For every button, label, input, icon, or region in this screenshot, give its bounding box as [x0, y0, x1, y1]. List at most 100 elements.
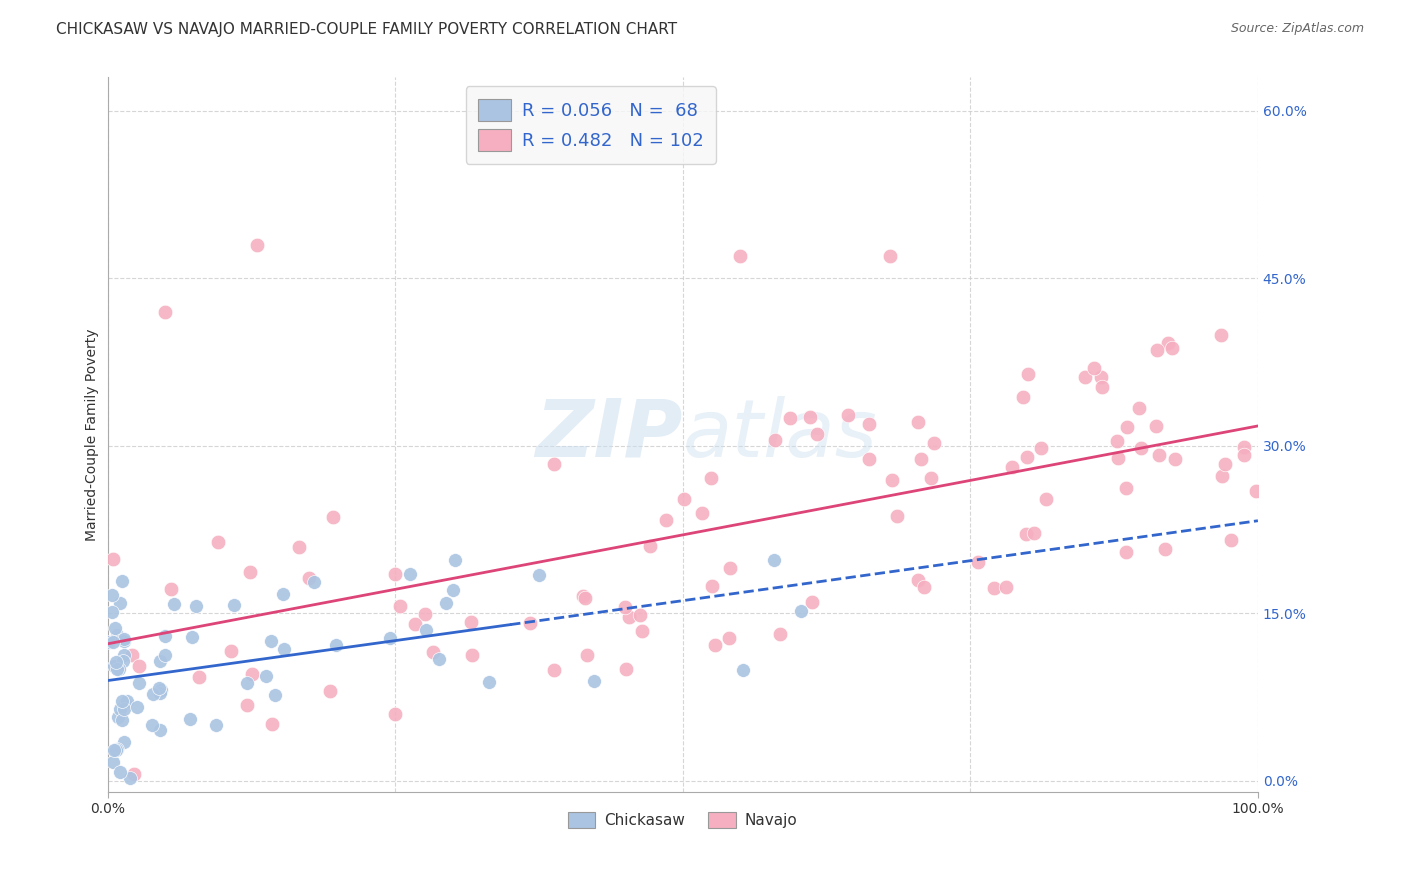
Point [572, 589, 595, 603]
Point [288, 540, 311, 554]
Point [112, 702, 135, 716]
Point [1035, 492, 1057, 507]
Point [111, 713, 134, 727]
Point [153, 305, 176, 319]
Point [907, 415, 929, 429]
Point [614, 600, 637, 615]
Point [1233, 448, 1256, 462]
Point [104, 655, 127, 669]
Point [655, 513, 678, 527]
Point [163, 597, 186, 611]
Point [322, 509, 344, 524]
Point [527, 568, 550, 582]
Point [617, 609, 640, 624]
Point [260, 634, 283, 648]
Point [153, 629, 176, 643]
Point [1213, 457, 1236, 471]
Point [141, 687, 163, 701]
Point [575, 648, 598, 662]
Point [519, 616, 541, 631]
Point [1128, 401, 1150, 416]
Point [148, 681, 170, 695]
Point [1116, 420, 1139, 434]
Point [404, 616, 426, 631]
Point [108, 702, 131, 716]
Point [100, 605, 122, 619]
Point [1091, 380, 1114, 394]
Point [207, 535, 229, 549]
Point [141, 718, 163, 732]
Point [112, 648, 135, 662]
Point [907, 573, 929, 587]
Point [103, 658, 125, 673]
Text: atlas: atlas [683, 396, 877, 474]
Point [690, 506, 713, 520]
Point [101, 634, 124, 648]
Point [583, 673, 606, 688]
Point [858, 452, 880, 467]
Point [1001, 460, 1024, 475]
Point [205, 717, 228, 731]
Point [101, 755, 124, 769]
Point [415, 624, 437, 638]
Point [730, 249, 752, 263]
Point [235, 698, 257, 712]
Point [112, 735, 135, 749]
Point [1011, 390, 1033, 404]
Point [111, 693, 134, 707]
Point [271, 586, 294, 600]
Point [398, 566, 420, 581]
Point [181, 630, 204, 644]
Point [912, 581, 935, 595]
Point [762, 552, 785, 566]
Point [112, 654, 135, 668]
Point [98, 634, 121, 648]
Point [273, 642, 295, 657]
Point [188, 670, 211, 684]
Point [384, 567, 406, 582]
Point [224, 598, 246, 612]
Point [702, 579, 724, 593]
Point [105, 742, 128, 756]
Point [640, 539, 662, 553]
Point [107, 662, 129, 676]
Point [967, 555, 990, 569]
Point [104, 743, 127, 757]
Point [1017, 368, 1039, 382]
Legend: Chickasaw, Navajo: Chickasaw, Navajo [562, 805, 804, 834]
Point [389, 599, 412, 614]
Point [910, 452, 932, 467]
Point [1014, 527, 1036, 541]
Point [149, 686, 172, 700]
Point [103, 743, 125, 757]
Point [769, 626, 792, 640]
Point [239, 565, 262, 579]
Point [628, 608, 651, 623]
Point [543, 457, 565, 471]
Point [799, 409, 821, 424]
Point [318, 683, 340, 698]
Point [1220, 533, 1243, 547]
Point [1115, 481, 1137, 495]
Point [108, 765, 131, 780]
Point [108, 632, 131, 646]
Point [434, 595, 457, 609]
Point [325, 638, 347, 652]
Point [149, 654, 172, 668]
Point [1211, 327, 1233, 342]
Point [763, 433, 786, 447]
Point [920, 471, 942, 485]
Point [107, 710, 129, 724]
Point [422, 645, 444, 659]
Point [543, 664, 565, 678]
Point [1105, 434, 1128, 449]
Point [111, 574, 134, 588]
Point [260, 717, 283, 731]
Point [378, 631, 401, 645]
Point [110, 596, 132, 610]
Point [219, 644, 242, 658]
Point [184, 599, 207, 613]
Point [179, 712, 201, 726]
Point [806, 427, 828, 442]
Point [718, 561, 741, 575]
